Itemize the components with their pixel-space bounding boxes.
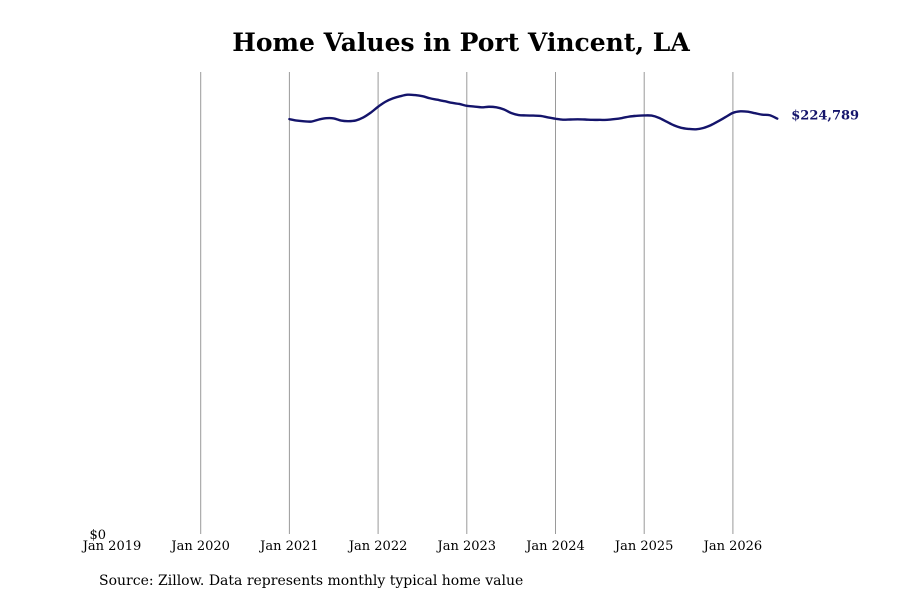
y-tick-label: $0 [89, 528, 106, 543]
x-tick-label-2021: Jan 2021 [258, 539, 319, 554]
x-tick-label-2025: Jan 2025 [613, 539, 674, 554]
series-line-0 [288, 93, 779, 131]
series-group [288, 93, 779, 131]
x-tick-label-2019: Jan 2019 [81, 539, 142, 554]
vertical-gridlines [200, 72, 734, 534]
end-value-label: $224,789 [791, 109, 859, 124]
x-tick-label-2026: Jan 2026 [702, 539, 763, 554]
y-axis-tick-labels: $0 [89, 528, 106, 543]
end-label-group: $224,789 [791, 109, 859, 124]
x-tick-label-2023: Jan 2023 [436, 539, 497, 554]
x-tick-label-2024: Jan 2024 [524, 539, 585, 554]
x-tick-label-2022: Jan 2022 [347, 539, 408, 554]
x-axis-tick-labels: Jan 2019 Jan 2020 Jan 2021 Jan 2022 Jan 2023… [81, 539, 762, 554]
chart-title: Home Values in Port Vincent, LA [232, 28, 690, 57]
x-tick-label-2020: Jan 2020 [169, 539, 230, 554]
source-note: Source: Zillow. Data represents monthly … [99, 573, 524, 589]
